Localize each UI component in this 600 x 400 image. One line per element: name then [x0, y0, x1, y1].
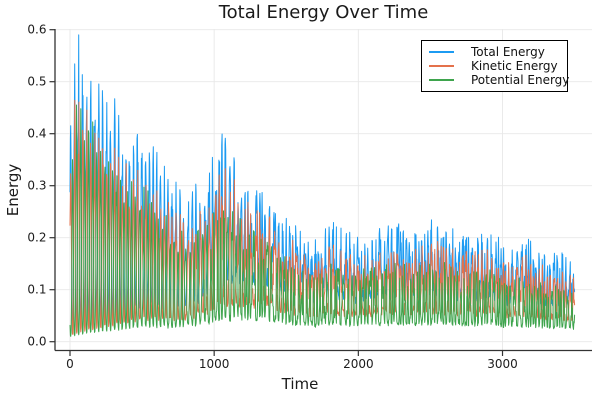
y-tick-label: 0.4: [27, 127, 46, 141]
y-tick-label: 0.0: [27, 335, 46, 349]
x-tick-label: 3000: [487, 357, 518, 371]
y-tick-label: 0.2: [27, 231, 46, 245]
chart-title: Total Energy Over Time: [218, 2, 429, 23]
legend-line-sample-total: [429, 51, 454, 53]
legend: Total Energy Kinetic Energy Potential En…: [421, 40, 569, 92]
legend-label-kinetic: Kinetic Energy: [471, 59, 558, 73]
y-tick-label: 0.5: [27, 75, 46, 89]
series-path-potential-energy: [69, 104, 576, 337]
legend-line-sample-kinetic: [429, 65, 454, 67]
x-tick-label: 1000: [199, 357, 230, 371]
legend-entry-kinetic: Kinetic Energy: [428, 59, 563, 73]
legend-entry-total: Total Energy: [428, 45, 563, 59]
y-tick-label: 0.6: [27, 23, 46, 37]
legend-entry-potential: Potential Energy: [428, 73, 569, 87]
legend-line-sample-potential: [429, 79, 454, 81]
legend-label-potential: Potential Energy: [471, 73, 570, 87]
y-tick-label: 0.3: [27, 179, 46, 193]
x-tick-label: 2000: [343, 357, 374, 371]
x-axis-label: Time: [281, 375, 319, 393]
legend-label-total: Total Energy: [471, 45, 545, 59]
x-tick-label: 0: [66, 357, 74, 371]
y-tick-label: 0.1: [27, 283, 46, 297]
